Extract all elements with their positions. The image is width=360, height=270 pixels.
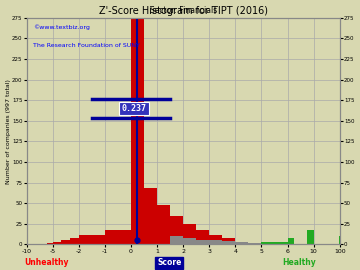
Bar: [157, 205, 170, 244]
Bar: [170, 216, 183, 244]
Bar: [144, 188, 157, 244]
Bar: [261, 242, 288, 244]
Bar: [209, 235, 222, 244]
Bar: [183, 224, 196, 244]
Text: ©www.textbiz.org: ©www.textbiz.org: [33, 25, 90, 30]
Bar: [170, 236, 183, 244]
Bar: [261, 243, 275, 244]
Bar: [209, 240, 222, 244]
Bar: [48, 243, 53, 244]
Bar: [307, 230, 314, 244]
Bar: [222, 241, 235, 244]
Bar: [131, 18, 144, 244]
Bar: [62, 240, 70, 244]
Bar: [79, 235, 105, 244]
Text: Unhealthy: Unhealthy: [24, 258, 69, 267]
Bar: [183, 238, 196, 244]
Bar: [70, 238, 79, 244]
Bar: [196, 230, 209, 244]
Text: Sector: Financials: Sector: Financials: [149, 6, 217, 15]
Bar: [248, 243, 261, 244]
Text: 0.237: 0.237: [122, 104, 147, 113]
Bar: [235, 242, 248, 244]
Text: The Research Foundation of SUNY: The Research Foundation of SUNY: [33, 43, 140, 48]
Title: Z'-Score Histogram for TIPT (2016): Z'-Score Histogram for TIPT (2016): [99, 6, 268, 16]
Bar: [339, 236, 340, 244]
Bar: [105, 230, 131, 244]
Bar: [53, 242, 62, 244]
Bar: [196, 239, 209, 244]
Text: Healthy: Healthy: [282, 258, 316, 267]
Text: Score: Score: [157, 258, 181, 267]
Bar: [222, 238, 235, 244]
Y-axis label: Number of companies (997 total): Number of companies (997 total): [5, 79, 10, 184]
Bar: [288, 238, 294, 244]
